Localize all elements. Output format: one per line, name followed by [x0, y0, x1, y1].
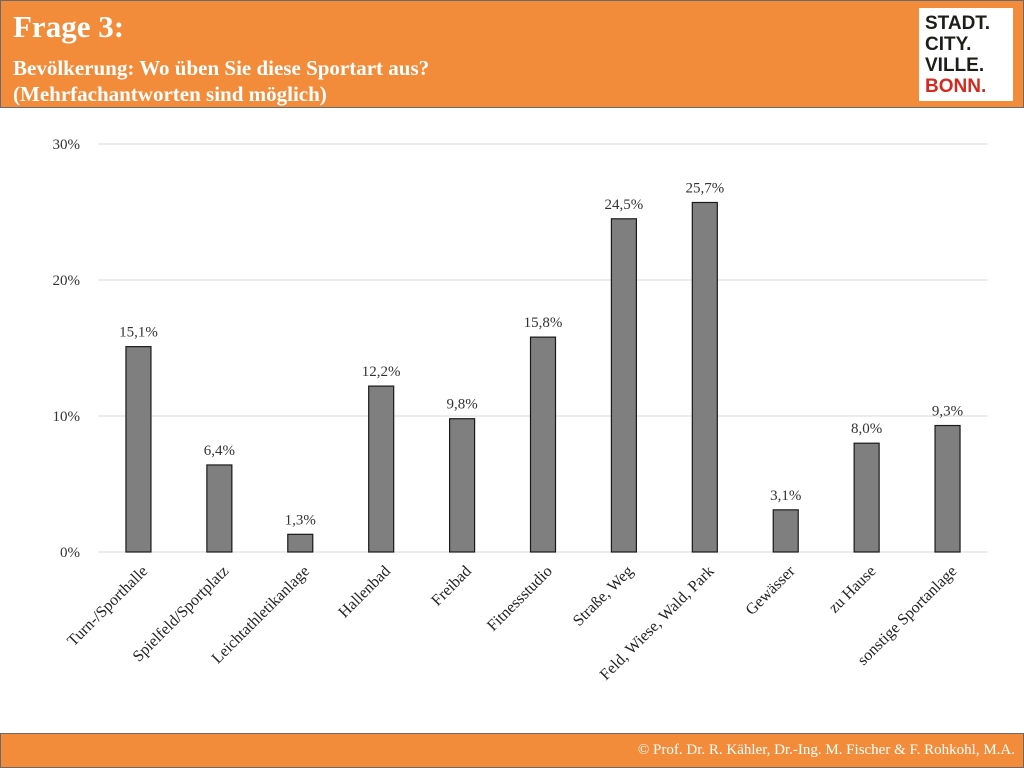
bar: [206, 464, 233, 553]
y-tick-label: 20%: [53, 273, 81, 289]
subtitle-line-2: (Mehrfachantworten sind möglich): [13, 82, 327, 106]
bar: [934, 424, 961, 553]
data-label: 15,8%: [524, 315, 563, 331]
data-label: 25,7%: [685, 180, 724, 196]
y-tick-label: 30%: [53, 137, 81, 153]
bar: [691, 201, 718, 553]
bar: [610, 218, 638, 553]
y-tick-label: 10%: [53, 409, 81, 425]
logo-line-2: CITY.: [925, 34, 972, 55]
x-tick-label: Turn-/Sporthalle: [64, 563, 151, 650]
data-label: 24,5%: [605, 197, 644, 213]
data-label: 9,3%: [932, 404, 963, 420]
footer-banner: © Prof. Dr. R. Kähler, Dr.-Ing. M. Fisch…: [0, 733, 1024, 768]
copyright-text: © Prof. Dr. R. Kähler, Dr.-Ing. M. Fisch…: [637, 742, 1015, 758]
x-tick-label: zu Hause: [826, 563, 880, 617]
x-tick-label: Fitnessstudio: [484, 563, 556, 635]
x-tick-label: Hallenbad: [335, 563, 394, 622]
data-label: 9,8%: [446, 397, 477, 413]
data-label: 12,2%: [362, 364, 401, 380]
y-tick-label: 0%: [60, 545, 80, 561]
data-label: 15,1%: [119, 325, 158, 341]
bar: [853, 442, 880, 553]
logo-line-4: BONN.: [925, 76, 987, 97]
logo-line-1: STADT.: [925, 13, 991, 34]
page-title: Frage 3:: [13, 9, 125, 44]
x-tick-label: Straße, Weg: [570, 563, 637, 630]
data-label: 6,4%: [204, 443, 235, 459]
bar: [772, 509, 799, 553]
header-banner: Frage 3: Bevölkerung: Wo üben Sie diese …: [0, 0, 1024, 108]
data-label: 8,0%: [851, 421, 882, 437]
subtitle-line-1: Bevölkerung: Wo üben Sie diese Sportart …: [13, 56, 430, 80]
bar: [448, 418, 476, 553]
x-tick-label: Gewässer: [743, 562, 799, 618]
data-label: 1,3%: [285, 512, 316, 528]
stadt-bonn-logo: STADT. CITY. VILLE. BONN.: [919, 8, 1013, 101]
page-subtitle: Bevölkerung: Wo üben Sie diese Sportart …: [13, 55, 429, 107]
data-label: 3,1%: [770, 488, 801, 504]
bar: [287, 533, 314, 553]
x-tick-label: Freibad: [428, 563, 475, 610]
logo-line-3: VILLE.: [925, 55, 985, 76]
bar-chart: 0%10%20%30%15,1%Turn-/Sporthalle6,4%Spie…: [53, 137, 988, 684]
bar: [529, 336, 557, 553]
bar: [125, 346, 152, 553]
bar: [368, 385, 395, 553]
